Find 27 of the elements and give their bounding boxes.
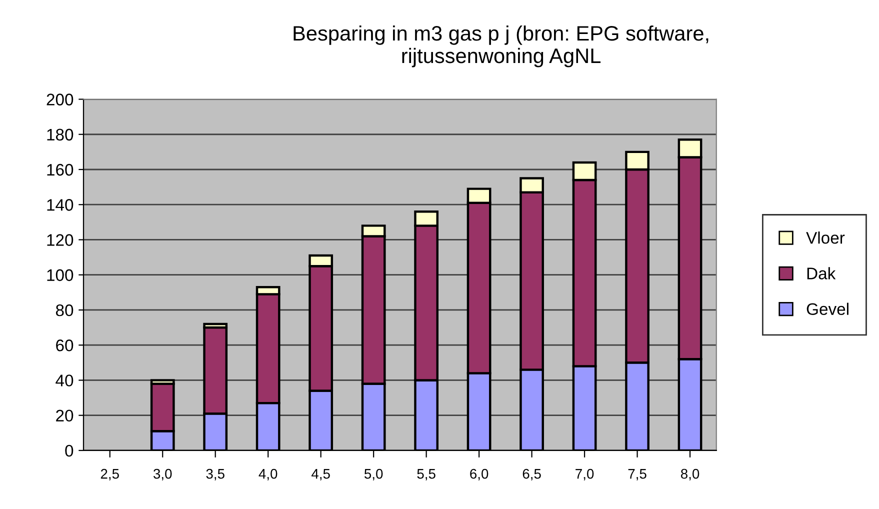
y-tick-label: 200 bbox=[46, 94, 74, 106]
y-tick-label: 20 bbox=[56, 410, 74, 422]
x-tick-label: 3,5 bbox=[206, 468, 224, 480]
legend-label: Dak bbox=[807, 267, 836, 280]
y-tick-label: 140 bbox=[47, 199, 74, 211]
x-tick-label: 6,5 bbox=[522, 468, 541, 480]
x-tick-label: 5,0 bbox=[364, 468, 383, 480]
legend-label: Vloer bbox=[806, 232, 845, 244]
x-tick-label: 3,0 bbox=[153, 468, 172, 480]
y-tick-label: 40 bbox=[56, 374, 74, 386]
legend-label: Gevel bbox=[806, 302, 848, 316]
x-tick-label: 7,0 bbox=[576, 468, 594, 480]
x-tick-label: 6,0 bbox=[470, 468, 488, 480]
y-tick-label: 180 bbox=[47, 128, 74, 141]
y-tick-label: 160 bbox=[47, 164, 74, 176]
y-tick-label: 80 bbox=[56, 304, 74, 316]
y-tick-label: 60 bbox=[56, 340, 74, 352]
x-tick-label: 8,0 bbox=[680, 468, 700, 480]
y-tick-label: 0 bbox=[65, 444, 74, 457]
y-tick-label: 120 bbox=[47, 234, 74, 246]
x-tick-label: 4,5 bbox=[312, 469, 330, 480]
x-tick-label: 2,5 bbox=[100, 468, 119, 480]
x-tick-label: 4,0 bbox=[258, 468, 278, 480]
x-tick-label: 7,5 bbox=[628, 469, 646, 480]
y-tick-label: 100 bbox=[47, 269, 74, 282]
chart-title: Besparing in m3 gas p j (bron: EPG software, rijtussenwoning AgNL bbox=[294, 25, 708, 68]
x-tick-label: 5,5 bbox=[417, 469, 436, 480]
